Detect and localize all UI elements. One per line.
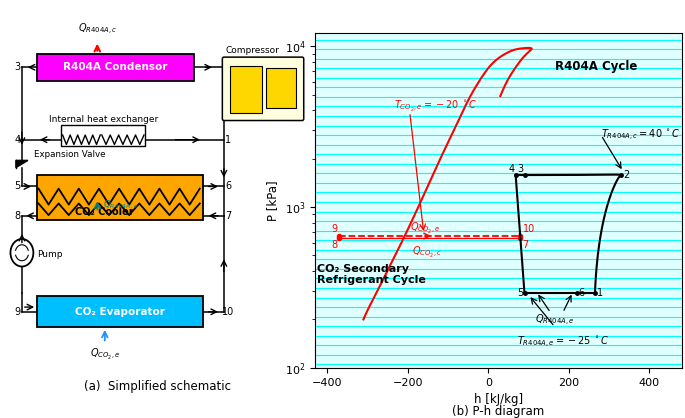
Y-axis label: P [kPa]: P [kPa]: [266, 180, 279, 221]
Text: $T_{R404A,c} = 40\ ^\circ C$: $T_{R404A,c} = 40\ ^\circ C$: [601, 127, 681, 143]
Text: Internal heat exchanger: Internal heat exchanger: [49, 115, 158, 124]
Text: 2: 2: [623, 170, 630, 180]
Polygon shape: [16, 161, 28, 168]
Text: 1: 1: [225, 135, 232, 145]
Text: 4: 4: [508, 164, 514, 174]
Text: R404A Cycle: R404A Cycle: [555, 60, 637, 73]
Text: 7: 7: [523, 240, 529, 250]
Text: Compressor: Compressor: [225, 46, 279, 55]
Text: 9: 9: [331, 224, 337, 234]
Text: 8: 8: [331, 240, 337, 250]
FancyBboxPatch shape: [223, 57, 303, 120]
Text: 1: 1: [597, 288, 603, 298]
Text: $Q_{CO_2,e}$: $Q_{CO_2,e}$: [410, 221, 440, 236]
Text: Expansion Valve: Expansion Valve: [34, 150, 105, 159]
Text: 10: 10: [523, 224, 535, 234]
Text: 5: 5: [14, 181, 21, 191]
Text: $Q_{R404A,e}$: $Q_{R404A,e}$: [535, 313, 575, 328]
Text: $Q_{CO_2,c}$: $Q_{CO_2,c}$: [412, 245, 442, 260]
Text: 8: 8: [14, 211, 21, 221]
Text: CO₂ Secondary
Refrigerant Cycle: CO₂ Secondary Refrigerant Cycle: [317, 264, 426, 285]
Text: $Q_{CO_2,e}$: $Q_{CO_2,e}$: [90, 347, 120, 362]
Bar: [37, 54, 194, 81]
Text: 6: 6: [225, 181, 232, 191]
Bar: [37, 296, 203, 327]
Text: 7: 7: [225, 211, 232, 221]
Text: 5: 5: [517, 288, 523, 298]
Text: 3: 3: [14, 62, 21, 72]
Text: Pump: Pump: [37, 250, 62, 259]
Text: 2: 2: [225, 62, 232, 72]
Text: 4: 4: [14, 135, 21, 145]
Text: (b) P-h diagram: (b) P-h diagram: [452, 405, 545, 418]
Bar: [61, 125, 145, 146]
Text: 9: 9: [14, 307, 21, 317]
X-axis label: h [kJ/kg]: h [kJ/kg]: [474, 393, 523, 406]
Text: R404A Condensor: R404A Condensor: [63, 62, 168, 72]
Circle shape: [10, 239, 34, 267]
Bar: [230, 66, 262, 113]
Text: CO₂ Evaporator: CO₂ Evaporator: [75, 307, 165, 316]
Text: $Q_{R404A,e}$: $Q_{R404A,e}$: [103, 199, 139, 211]
Text: $Q_{R404A,c}$: $Q_{R404A,c}$: [77, 22, 117, 37]
Text: (a)  Simplified schematic: (a) Simplified schematic: [84, 380, 231, 393]
Text: CO₂ Cooler: CO₂ Cooler: [75, 207, 134, 217]
Text: $T_{R404A,e} = -25\ ^\circ C$: $T_{R404A,e} = -25\ ^\circ C$: [516, 335, 609, 350]
Text: 10: 10: [222, 307, 234, 317]
Text: $T_{CO_2,e}= -20\ ^\circ C$: $T_{CO_2,e}= -20\ ^\circ C$: [394, 99, 477, 114]
Text: 6: 6: [578, 288, 584, 298]
Bar: [37, 175, 203, 220]
Bar: [266, 68, 296, 108]
Text: 3: 3: [517, 164, 523, 174]
